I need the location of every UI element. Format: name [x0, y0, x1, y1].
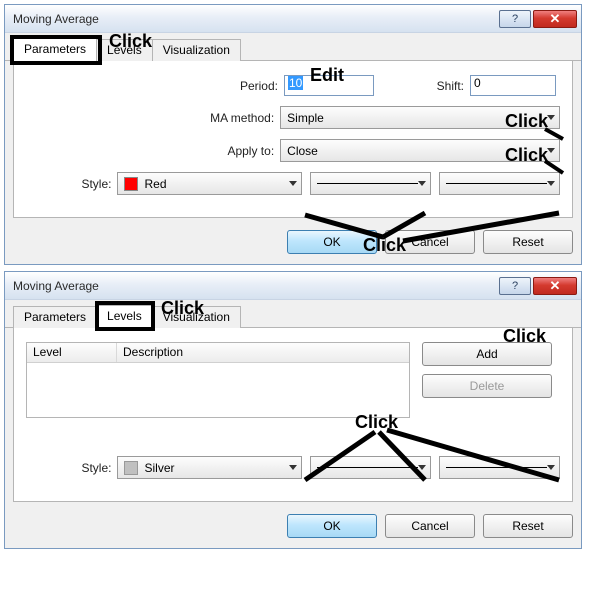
line-preview-icon — [317, 183, 418, 184]
style-color-combo[interactable]: Red — [117, 172, 302, 195]
chevron-down-icon — [289, 181, 297, 186]
applyto-value: Close — [287, 144, 318, 158]
dialog-parameters: Moving Average ? ✕ Parameters Levels Vis… — [4, 4, 582, 265]
delete-button: Delete — [422, 374, 552, 398]
tab-parameters[interactable]: Parameters — [13, 38, 97, 61]
line-preview-icon — [317, 467, 418, 468]
col-description[interactable]: Description — [117, 343, 409, 362]
period-label: Period: — [26, 79, 284, 93]
period-input[interactable]: 10 — [284, 75, 374, 96]
panel-body: Level Description Add Delete Style: Silv… — [13, 328, 573, 502]
chevron-down-icon — [418, 181, 426, 186]
tab-parameters[interactable]: Parameters — [13, 306, 97, 328]
style-label: Style: — [26, 461, 117, 475]
mamethod-value: Simple — [287, 111, 324, 125]
ok-button[interactable]: OK — [287, 514, 377, 538]
dialog-footer: OK Cancel Reset — [5, 508, 581, 548]
style-dash-combo[interactable] — [439, 172, 560, 195]
help-button[interactable]: ? — [499, 277, 531, 295]
ok-button[interactable]: OK — [287, 230, 377, 254]
tab-visualization[interactable]: Visualization — [152, 39, 241, 61]
window-title: Moving Average — [13, 12, 497, 26]
style-width-combo[interactable] — [310, 456, 431, 479]
dialog-footer: OK Cancel Reset — [5, 224, 581, 264]
list-header: Level Description — [27, 343, 409, 363]
style-color-value: Red — [144, 177, 166, 191]
chevron-down-icon — [547, 148, 555, 153]
chevron-down-icon — [289, 465, 297, 470]
chevron-down-icon — [547, 115, 555, 120]
titlebar: Moving Average ? ✕ — [5, 272, 581, 300]
line-preview-icon — [446, 183, 547, 184]
line-preview-icon — [446, 467, 547, 468]
side-buttons: Add Delete — [422, 342, 552, 398]
titlebar: Moving Average ? ✕ — [5, 5, 581, 33]
tab-levels[interactable]: Levels — [96, 305, 153, 328]
mamethod-label: MA method: — [26, 111, 280, 125]
mamethod-combo[interactable]: Simple — [280, 106, 560, 129]
cancel-button[interactable]: Cancel — [385, 230, 475, 254]
tab-strip: Parameters Levels Visualization — [5, 33, 581, 61]
help-button[interactable]: ? — [499, 10, 531, 28]
style-dash-combo[interactable] — [439, 456, 560, 479]
chevron-down-icon — [418, 465, 426, 470]
applyto-combo[interactable]: Close — [280, 139, 560, 162]
window-title: Moving Average — [13, 279, 497, 293]
style-label: Style: — [26, 177, 117, 191]
chevron-down-icon — [547, 465, 555, 470]
color-swatch-icon — [124, 177, 138, 191]
color-swatch-icon — [124, 461, 138, 475]
style-color-combo[interactable]: Silver — [117, 456, 302, 479]
cancel-button[interactable]: Cancel — [385, 514, 475, 538]
shift-input[interactable]: 0 — [470, 75, 556, 96]
shift-label: Shift: — [374, 79, 470, 93]
tab-visualization[interactable]: Visualization — [152, 306, 241, 328]
applyto-label: Apply to: — [26, 144, 280, 158]
tab-levels[interactable]: Levels — [96, 39, 153, 61]
style-color-value: Silver — [144, 461, 174, 475]
reset-button[interactable]: Reset — [483, 230, 573, 254]
reset-button[interactable]: Reset — [483, 514, 573, 538]
style-width-combo[interactable] — [310, 172, 431, 195]
panel-body: Period: 10 Shift: 0 MA method: Simple Ap… — [13, 61, 573, 218]
add-button[interactable]: Add — [422, 342, 552, 366]
chevron-down-icon — [547, 181, 555, 186]
dialog-levels: Moving Average ? ✕ Parameters Levels Vis… — [4, 271, 582, 549]
tab-strip: Parameters Levels Visualization — [5, 300, 581, 328]
close-button[interactable]: ✕ — [533, 10, 577, 28]
levels-listbox[interactable]: Level Description — [26, 342, 410, 418]
close-button[interactable]: ✕ — [533, 277, 577, 295]
col-level[interactable]: Level — [27, 343, 117, 362]
